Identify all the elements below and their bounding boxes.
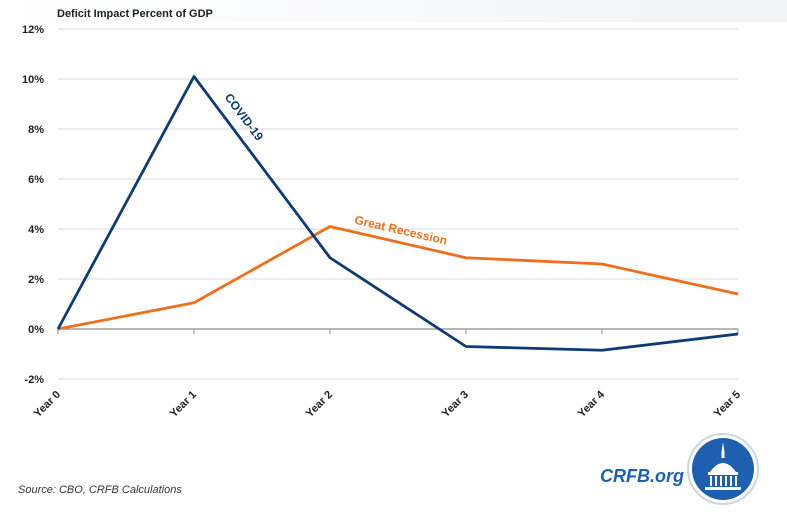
- y-tick-label: -2%: [24, 374, 44, 386]
- series-label-covid-19: COVID-19: [222, 91, 267, 144]
- x-tick-label: Year 2: [304, 389, 335, 420]
- y-tick-label: 10%: [22, 74, 44, 86]
- x-tick-label: Year 5: [712, 389, 743, 420]
- brand-link[interactable]: CRFB.org: [600, 466, 684, 486]
- capitol-dome-seal-icon: [687, 433, 759, 505]
- y-tick-label: 12%: [22, 24, 44, 36]
- y-tick-label: 8%: [28, 124, 44, 136]
- y-tick-label: 6%: [28, 174, 44, 186]
- series-line-covid-19: [56, 75, 739, 352]
- source-note: Source: CBO, CRFB Calculations: [18, 484, 182, 496]
- x-tick-label: Year 1: [168, 389, 199, 420]
- y-axis-ticks: -2% 0% 2% 4% 6% 8% 10% 12%: [22, 24, 44, 386]
- title-bar: [0, 0, 787, 22]
- x-tick-label: Year 4: [576, 388, 608, 420]
- x-tick-label: Year 0: [32, 389, 63, 420]
- x-tick-label: Year 3: [440, 389, 471, 420]
- chart-title: Deficit Impact Percent of GDP: [57, 8, 213, 20]
- y-tick-label: 4%: [28, 224, 44, 236]
- series-lines: [56, 75, 739, 352]
- x-axis-ticks: Year 0 Year 1 Year 2 Year 3 Year 4 Year 5: [32, 329, 743, 420]
- y-tick-label: 0%: [28, 324, 44, 336]
- grid-lines: [58, 28, 738, 380]
- y-tick-label: 2%: [28, 274, 44, 286]
- series-line-great-recession: [57, 225, 739, 331]
